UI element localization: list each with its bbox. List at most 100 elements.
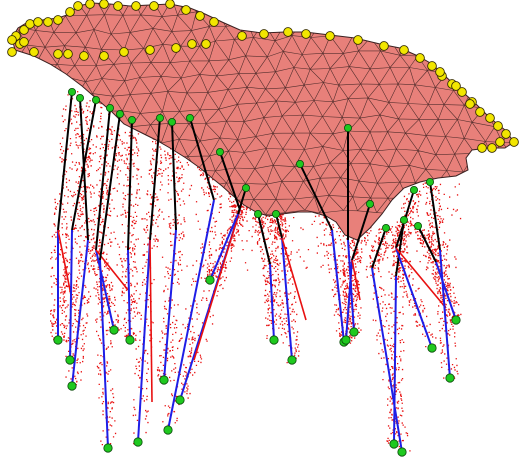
leg-joint-node (68, 88, 77, 97)
lower-leg-segment (127, 249, 131, 341)
lower-leg-segment (331, 229, 345, 343)
lower-leg-segment (69, 229, 73, 361)
boundary-marker (79, 51, 89, 61)
leg-joint-node (125, 335, 135, 345)
leg-joint-node (295, 159, 304, 168)
boundary-marker (65, 7, 75, 17)
upper-leg-segment (127, 119, 133, 251)
leg-joint-node (365, 199, 374, 208)
lower-leg-segment (163, 229, 177, 381)
boundary-marker (325, 31, 335, 41)
boundary-marker (7, 35, 17, 45)
boundary-marker (99, 51, 109, 61)
boundary-marker (495, 137, 505, 147)
upper-leg-segment (95, 107, 111, 251)
leg-joint-node (106, 104, 115, 113)
leg-joint-node (205, 275, 215, 285)
boundary-marker (501, 129, 511, 139)
leg-joint-node (67, 381, 77, 391)
mesh-surface (11, 2, 515, 241)
boundary-marker (43, 17, 53, 27)
point-cloud (50, 91, 462, 452)
boundary-marker (113, 1, 123, 11)
boundary-marker (171, 43, 181, 53)
upper-leg-segment (429, 181, 441, 251)
leg-joint-node (445, 373, 455, 383)
leg-joint-node (133, 437, 143, 447)
legs-layer (57, 91, 457, 453)
boundary-marker (237, 31, 247, 41)
boundary-marker (145, 45, 155, 55)
boundary-marker (475, 107, 485, 117)
leg-joint-node (425, 177, 434, 186)
upper-leg-segment (219, 151, 241, 211)
boundary-marker (451, 81, 461, 91)
lower-leg-segment (167, 199, 215, 431)
boundary-marker (487, 143, 497, 153)
boundary-marker (399, 45, 409, 55)
upper-leg-segment (71, 99, 97, 231)
boundary-marker (187, 39, 197, 49)
boundary-marker (19, 37, 29, 47)
cloud-strand (395, 247, 447, 309)
leg-joint-node (413, 221, 422, 230)
boundary-marker (435, 67, 445, 77)
leg-joint-node (53, 335, 63, 345)
leg-joint-node (127, 116, 136, 125)
boundary-marker (301, 29, 311, 39)
boundary-marker (19, 25, 29, 35)
boundary-marker (29, 47, 39, 57)
leg-joint-node (215, 147, 224, 156)
leg-joint-node (389, 439, 399, 449)
lower-leg-segment (269, 263, 275, 341)
lower-leg-segment (371, 267, 403, 453)
boundary-marker (119, 47, 129, 57)
boundary-marker (25, 19, 35, 29)
boundary-marker (353, 35, 363, 45)
upper-leg-segment (417, 225, 437, 263)
upper-leg-segment (57, 91, 73, 231)
boundary-marker (209, 17, 219, 27)
lower-leg-segment (439, 249, 451, 379)
boundary-marker (99, 0, 109, 9)
boundary-marker (181, 5, 191, 15)
cloud-strand (351, 259, 361, 301)
leg-joint-node (241, 183, 250, 192)
leg-joint-node (341, 335, 351, 345)
leg-joint-node (451, 315, 461, 325)
boundary-markers-layer (7, 0, 519, 153)
leg-joint-node (155, 114, 164, 123)
boundary-marker (427, 61, 437, 71)
boundary-marker (85, 0, 95, 9)
leg-joint-node (163, 425, 173, 435)
leg-joint-node (269, 335, 279, 345)
leg-joint-node (343, 124, 352, 133)
lower-leg-segment (95, 249, 115, 331)
leg-joint-node (409, 185, 418, 194)
upper-leg-segment (351, 203, 371, 261)
leg-joint-node (185, 114, 194, 123)
boundary-marker (493, 121, 503, 131)
lower-leg-segment (435, 261, 457, 321)
boundary-marker (73, 1, 83, 11)
leg-joint-node (103, 443, 113, 453)
boundary-marker (283, 27, 293, 37)
leg-joint-node (116, 110, 125, 119)
leg-nodes-layer (53, 88, 461, 457)
leg-joint-node (349, 327, 359, 337)
upper-leg-segment (237, 187, 247, 215)
lower-leg-segment (345, 259, 353, 341)
cloud-strand (149, 239, 153, 403)
leg-joint-node (253, 209, 262, 218)
boundary-marker (465, 99, 475, 109)
boundary-marker (63, 49, 73, 59)
leg-joint-node (76, 94, 85, 103)
cloud-strand (57, 229, 73, 301)
point-cloud-layer (50, 91, 462, 452)
boundary-marker (201, 39, 211, 49)
boundary-marker (485, 113, 495, 123)
boundary-marker (165, 0, 175, 9)
upper-leg-segment (99, 113, 121, 261)
leg-joint-node (167, 118, 176, 127)
